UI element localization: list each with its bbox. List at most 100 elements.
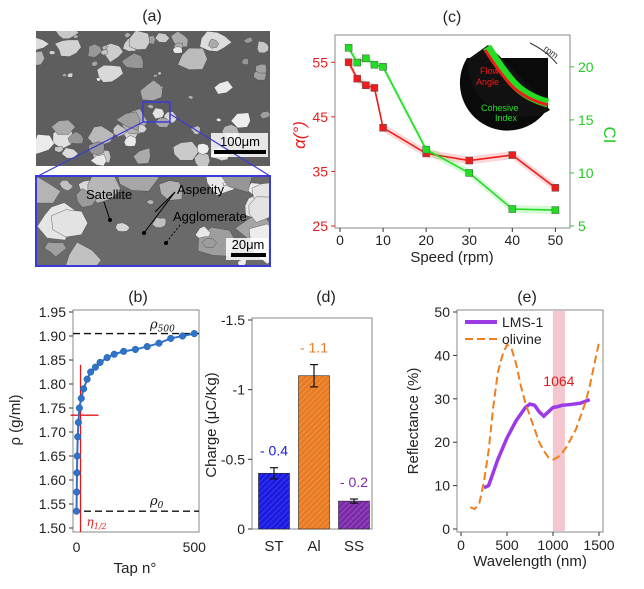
c-yr-tick-label: 15	[578, 112, 594, 128]
e-series-line-LMS-1	[483, 398, 591, 490]
panel-label-a: (a)	[142, 8, 162, 25]
chart-c-ylabel-right: CI	[600, 127, 619, 144]
bottom-particle	[65, 241, 102, 265]
e-y-tick-label: 20	[434, 434, 450, 450]
b-y-tick-label: 1.90	[39, 328, 66, 344]
bottom-particle	[59, 180, 74, 192]
chart-b-frame	[72, 309, 200, 533]
c-series-point-0	[362, 81, 370, 89]
top-particle	[172, 46, 183, 54]
d-category-label: SS	[344, 538, 364, 555]
c-series-point-0	[344, 58, 353, 67]
bottom-particle	[44, 241, 67, 258]
b-y-tick-label: 1.55	[39, 496, 66, 512]
d-value-label: - 0.2	[340, 474, 368, 490]
c-series-point-0	[551, 184, 560, 192]
label-satellite: Satellite	[86, 187, 132, 202]
b-series-point	[87, 368, 95, 376]
b-series-point	[73, 469, 81, 477]
dot-satellite	[108, 218, 112, 222]
micrograph-bottom: Satellite Asperity Agglomerate 20μm	[35, 175, 271, 267]
c-x-tick-label: 20	[418, 232, 434, 248]
top-particle	[124, 32, 132, 39]
dot-asperity	[142, 231, 146, 235]
top-particle	[87, 43, 103, 58]
c-series-point-1	[465, 169, 473, 177]
arrow-asperity-2	[143, 191, 176, 234]
chart-c-inset: Flow Angle Cohesive Index rpm	[459, 42, 560, 131]
chart-e-series	[469, 342, 600, 511]
top-particle	[197, 143, 210, 155]
c-series-point-0	[508, 151, 517, 159]
inset-cohesive-2: Index	[495, 113, 518, 123]
particles-top-inner	[36, 31, 270, 166]
c-series-point-0	[465, 156, 473, 165]
b-series-point	[72, 507, 81, 515]
d-y-tick-label: 0	[237, 521, 245, 537]
top-particle	[208, 38, 220, 49]
e-legend-label: olivine	[502, 331, 542, 347]
d-y-tick-label: -1	[233, 382, 246, 398]
chart-c-xlabel: Speed (rpm)	[410, 249, 493, 266]
bottom-particle	[222, 181, 228, 187]
zoom-line-left	[37, 121, 144, 177]
c-series-point-0	[370, 84, 379, 92]
inset-cohesive-1: Cohesive	[481, 103, 519, 113]
chart-b-xlabel: Tap n°	[114, 560, 157, 577]
e-highlight-band	[552, 311, 565, 531]
c-yl-tick-label: 55	[312, 54, 328, 70]
b-series-point	[190, 330, 198, 338]
d-y-tick-label: -1.5	[221, 312, 245, 328]
panel-label-d: (d)	[316, 289, 336, 306]
top-particle	[256, 40, 269, 54]
chart-e-frame	[456, 309, 604, 533]
particles-top	[36, 31, 270, 166]
e-legend-label: LMS-1	[502, 314, 543, 330]
label-asperity: Asperity	[177, 182, 224, 197]
bottom-particle	[50, 209, 88, 238]
dot-agglomerate	[164, 241, 168, 245]
arrow-satellite	[103, 201, 111, 221]
c-series-point-1	[508, 205, 517, 213]
e-y-tick-label: 40	[434, 347, 450, 363]
chart-b-ylabel: ρ (g/ml)	[7, 394, 24, 445]
top-particle	[241, 57, 249, 65]
panel-label-c: (c)	[443, 9, 462, 26]
c-yr-tick-label: 10	[578, 165, 594, 181]
c-series-band-0	[348, 58, 556, 192]
e-x-tick-label: 1000	[537, 537, 568, 553]
top-particle	[259, 110, 270, 119]
b-series-point	[74, 433, 82, 441]
top-particle	[152, 74, 158, 78]
top-particle	[55, 31, 80, 39]
top-particle	[170, 31, 189, 48]
bottom-particle	[115, 222, 131, 232]
b-y-tick-label: 1.85	[39, 352, 66, 368]
top-particle	[36, 50, 45, 66]
b-ref-label-rho0: ρ0	[149, 494, 164, 511]
chart-c-series	[344, 43, 560, 215]
top-particle	[146, 104, 154, 110]
b-x-tick-label: 0	[73, 539, 81, 555]
chart-b-series: ρ500 ρ0 η1/2	[70, 318, 199, 532]
e-x-tick-label: 1500	[583, 537, 614, 553]
b-series-point	[103, 354, 111, 362]
b-series-point	[74, 418, 82, 426]
b-y-tick-label: 1.60	[39, 472, 66, 488]
c-yl-tick-label: 45	[312, 109, 328, 125]
top-particle	[154, 32, 170, 43]
chart-d-ticks: -1.5 -1 -0.5 0	[221, 312, 252, 537]
bottom-particle	[146, 199, 155, 205]
top-particle	[54, 146, 64, 153]
label-agglomerate: Agglomerate	[173, 209, 247, 224]
zoom-box	[142, 101, 171, 123]
top-particle	[113, 123, 129, 138]
bottom-particle	[221, 177, 253, 193]
top-particle	[66, 72, 74, 78]
e-highlight-label: 1064	[543, 373, 574, 389]
zoom-line-right	[169, 113, 271, 177]
b-series-point	[83, 375, 91, 383]
c-x-tick-label: 0	[336, 232, 344, 248]
top-particle	[187, 95, 194, 100]
chart-e: 1064 0 500 1000 1500 0 10 20 30 40 50 LMS-1olivin…	[405, 304, 615, 570]
